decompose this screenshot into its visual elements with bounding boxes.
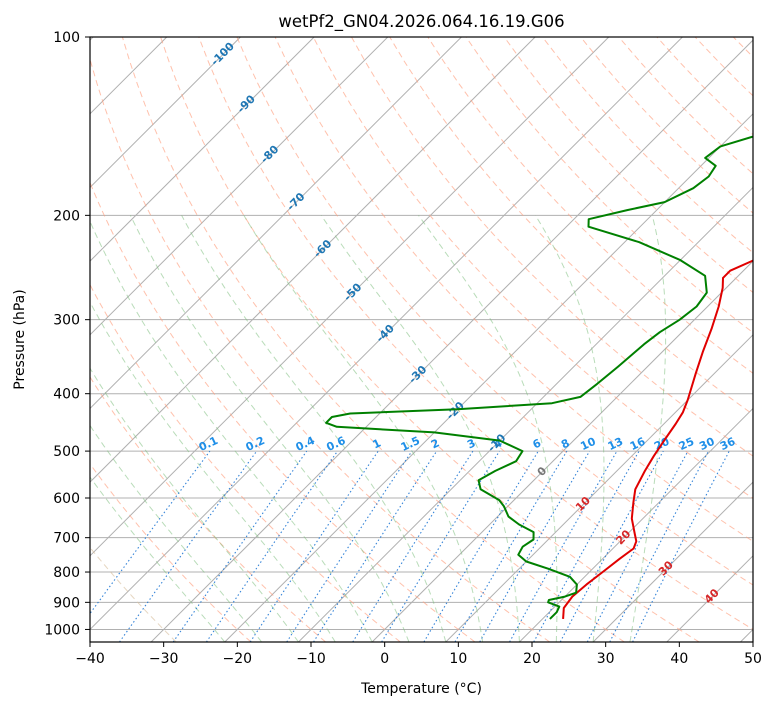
isotherm-line xyxy=(371,260,753,642)
mixing-ratio-line xyxy=(533,450,640,642)
dry-adiabat xyxy=(274,37,753,542)
moist-adiabat xyxy=(90,424,263,642)
y-tick-label: 700 xyxy=(53,531,80,547)
dry-adiabat xyxy=(198,37,753,630)
isotherm-line xyxy=(445,334,753,642)
dewpoint-profile xyxy=(325,135,753,620)
mixing-ratio-label: 10 xyxy=(578,435,598,453)
isotherm-line xyxy=(90,37,315,262)
moist-adiabat xyxy=(320,215,520,642)
mixing-ratio-label: 16 xyxy=(628,435,648,453)
x-tick-label: −10 xyxy=(296,651,326,667)
mixing-ratio-line xyxy=(509,450,618,642)
x-tick-label: 20 xyxy=(523,651,541,667)
y-tick-label: 600 xyxy=(53,491,80,507)
y-tick-label: 900 xyxy=(53,595,80,611)
mixing-ratio-label: 13 xyxy=(606,435,625,453)
isotherm-line xyxy=(90,37,610,557)
mixing-ratio-label: 30 xyxy=(697,435,717,453)
mixing-ratio-line xyxy=(90,450,211,615)
mixing-ratio-line xyxy=(172,450,308,642)
mixing-ratio-line xyxy=(249,450,379,642)
mixing-ratio-line xyxy=(352,450,474,642)
moist-adiabat xyxy=(90,367,299,642)
moist-adiabat xyxy=(418,215,558,642)
mixing-ratio-line xyxy=(632,450,730,642)
isotherm-line xyxy=(592,481,753,642)
x-axis-label: Temperature (°C) xyxy=(360,681,482,697)
y-tick-label: 1000 xyxy=(44,622,80,638)
x-tick-label: 30 xyxy=(597,651,615,667)
x-tick-label: −40 xyxy=(75,651,105,667)
dry-adiabat xyxy=(90,376,326,642)
mixing-ratio-line xyxy=(119,450,258,642)
plot-frame xyxy=(89,36,754,643)
y-tick-label: 300 xyxy=(53,313,80,329)
dry-adiabat xyxy=(312,37,753,499)
isotherm-line xyxy=(90,37,241,189)
dry-adiabat xyxy=(503,37,753,294)
x-tick-label: −20 xyxy=(223,651,253,667)
y-tick-label: 500 xyxy=(53,444,80,460)
y-axis-label: Pressure (hPa) xyxy=(12,289,28,389)
temperature-profile xyxy=(562,259,753,619)
dry-adiabat xyxy=(90,57,550,642)
isotherm-line xyxy=(90,37,462,410)
mixing-ratio-line xyxy=(559,450,664,642)
dry-adiabat xyxy=(90,462,252,642)
isotherm-line xyxy=(224,113,753,642)
moist-adiabat xyxy=(181,215,447,642)
axes: −40 −30 −20 −10 0 10 20 30 40 50 100 200 300 400 500 60… xyxy=(44,30,762,667)
y-tick-label: 400 xyxy=(53,387,80,403)
moist-adiabat xyxy=(629,215,667,642)
mixing-ratio-label: 36 xyxy=(718,435,738,453)
moist-adiabat xyxy=(534,215,605,642)
x-tick-label: −30 xyxy=(149,651,179,667)
isotherm-line xyxy=(150,39,753,642)
mixing-ratio-line xyxy=(286,450,413,642)
moist-adiabat xyxy=(90,220,373,642)
moist-adiabat xyxy=(90,476,226,642)
mixing-ratio-line xyxy=(381,450,500,642)
dry-adiabat xyxy=(121,37,625,642)
dry-adiabat xyxy=(160,37,700,642)
mixing-ratio-line xyxy=(205,450,338,642)
x-tick-label: 10 xyxy=(449,651,467,667)
isotherm-line xyxy=(519,407,753,642)
y-tick-label: 800 xyxy=(53,565,80,581)
mixing-ratio-line xyxy=(313,450,438,642)
y-tick-label: 100 xyxy=(53,30,80,46)
x-tick-label: 50 xyxy=(744,651,762,667)
isotherm-line xyxy=(298,186,753,642)
dry-adiabat xyxy=(236,37,753,586)
y-tick-label: 200 xyxy=(53,208,80,224)
chart-title: wetPf2_GN04.2026.064.16.19.G06 xyxy=(278,12,564,32)
x-tick-label: 40 xyxy=(670,651,688,667)
x-tick-label: 0 xyxy=(380,651,389,667)
mixing-ratio-label: 25 xyxy=(677,435,696,453)
isotherm-line xyxy=(90,37,536,483)
moist-adiabat xyxy=(129,215,410,642)
